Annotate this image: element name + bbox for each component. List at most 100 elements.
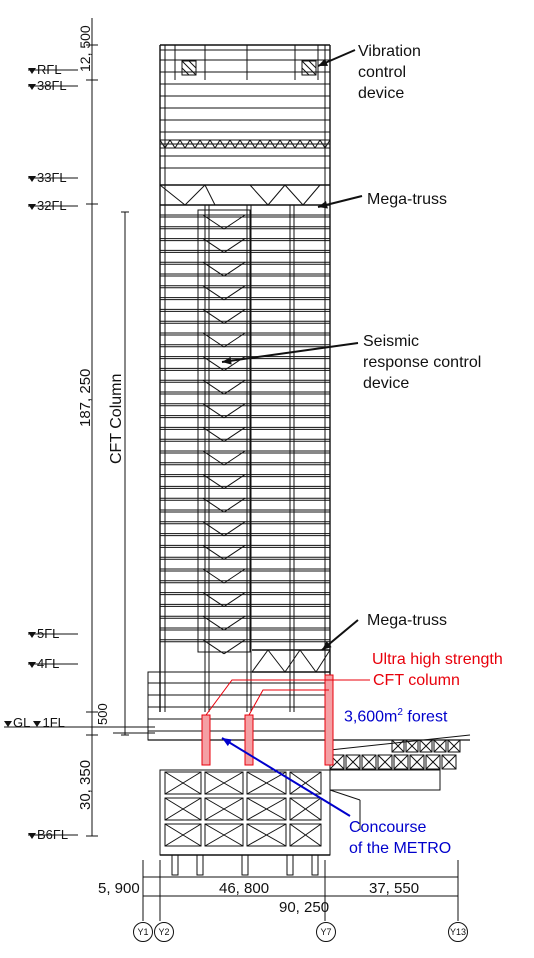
wing-braced-bay — [425, 754, 441, 770]
mega-truss-diagonal — [267, 184, 286, 206]
damper-chevron — [202, 544, 225, 560]
level-triangle-icon — [28, 203, 36, 210]
brace — [246, 823, 287, 847]
ultra-high-strength-columns — [201, 674, 370, 766]
brace — [425, 754, 441, 770]
crown-zigzag — [314, 139, 321, 149]
crown-zigzag — [274, 139, 281, 149]
dim-center-span: 46, 800 — [219, 880, 270, 897]
brace — [391, 739, 405, 753]
dimension-lines — [4, 18, 459, 921]
mega-truss-diagonal — [284, 649, 301, 673]
brace — [164, 771, 202, 795]
crown-zigzag — [174, 139, 181, 149]
brace — [289, 823, 322, 847]
basement-braced-bay — [246, 771, 287, 795]
pile — [311, 854, 319, 876]
ultra-leader — [248, 689, 329, 716]
mega-truss-diagonal — [184, 184, 206, 206]
level-triangle-icon — [28, 67, 36, 74]
crown-zigzag — [164, 139, 171, 149]
brace — [377, 754, 393, 770]
crown-zigzag — [294, 139, 301, 149]
brace — [204, 797, 244, 821]
basement-braced-bay — [289, 797, 322, 821]
pile — [241, 854, 249, 876]
wing-braced-bay — [441, 754, 457, 770]
dim-gl-offset: 500 — [95, 703, 110, 725]
mega-truss-diagonal — [249, 184, 269, 206]
basement-braced-bay — [246, 797, 287, 821]
wing-lower — [329, 769, 441, 791]
crown-zigzag — [214, 139, 221, 149]
device-hatch — [188, 60, 197, 69]
brace — [433, 739, 447, 753]
dim-left-span: 5, 900 — [98, 880, 140, 897]
device-hatch — [181, 60, 197, 76]
brace — [164, 797, 202, 821]
crown-zigzag — [299, 139, 306, 149]
crown-zigzag — [259, 139, 266, 149]
brace — [329, 754, 345, 770]
arrow-mega-truss-top-head — [318, 200, 328, 209]
level-4fl: 4FL — [28, 657, 59, 670]
crown-zigzag — [269, 139, 276, 149]
grid-line-y13: Y13 — [448, 922, 468, 942]
damper-chevron — [223, 332, 246, 348]
grid-line-y2: Y2 — [154, 922, 174, 942]
podium-block — [147, 671, 331, 741]
wing-roof — [329, 734, 471, 751]
crown-zigzag — [169, 139, 176, 149]
crown-zigzag — [249, 139, 256, 149]
crown-zigzag — [279, 139, 286, 149]
dim-total-span: 90, 250 — [279, 899, 330, 916]
damper-chevron — [223, 426, 246, 442]
wing-braced-bay — [405, 739, 419, 753]
level-5fl: 5FL — [28, 627, 59, 640]
crown-zigzag — [199, 139, 206, 149]
crown-zigzag — [209, 139, 216, 149]
arrow-vibration-head — [318, 58, 328, 66]
basement-braced-bay — [204, 823, 244, 847]
damper-chevron — [202, 356, 225, 372]
annotation-vibration-control: Vibration control device — [358, 43, 421, 102]
damper-chevron — [202, 450, 225, 466]
brace — [361, 754, 377, 770]
damper-chevron — [202, 379, 225, 395]
crown-zigzag — [234, 139, 241, 149]
level-triangle-icon — [28, 83, 36, 90]
crown-zigzag — [244, 139, 251, 149]
brace — [447, 739, 461, 753]
mega-truss-diagonal — [299, 649, 317, 673]
crown-zigzag — [309, 139, 316, 149]
wing-braced-bay — [447, 739, 461, 753]
crown-zigzag — [179, 139, 186, 149]
basement-braced-bay — [289, 823, 322, 847]
dim-basement-height: 30, 350 — [77, 759, 94, 810]
ultra-high-strength-column — [244, 714, 254, 766]
damper-chevron — [202, 285, 225, 301]
device-hatch — [301, 60, 317, 76]
mega-truss-diagonal — [302, 184, 321, 206]
arrow-mega-truss-bottom-head — [322, 641, 332, 650]
damper-chevron — [202, 261, 225, 277]
annotation-ultra-high-strength: Ultra high strength CFT column — [372, 651, 503, 689]
damper-chevron — [202, 308, 225, 324]
crown-zigzag — [324, 139, 331, 149]
annotation-mega-truss-top: Mega-truss — [367, 191, 448, 208]
damper-chevron — [223, 403, 246, 419]
damper-chevron — [202, 426, 225, 442]
arrow-concourse-head — [222, 738, 232, 747]
wing-braced-bay — [345, 754, 361, 770]
damper-chevron — [202, 521, 225, 537]
level-32fl: 32FL — [28, 199, 67, 212]
crown-zigzag — [224, 139, 231, 149]
level-triangle-icon — [28, 631, 36, 638]
brace — [393, 754, 409, 770]
crown-zigzag — [159, 139, 166, 149]
annotation-mega-truss-bottom: Mega-truss — [367, 612, 448, 629]
level-38fl: 38FL — [28, 79, 67, 92]
grid-line-y7: Y7 — [316, 922, 336, 942]
